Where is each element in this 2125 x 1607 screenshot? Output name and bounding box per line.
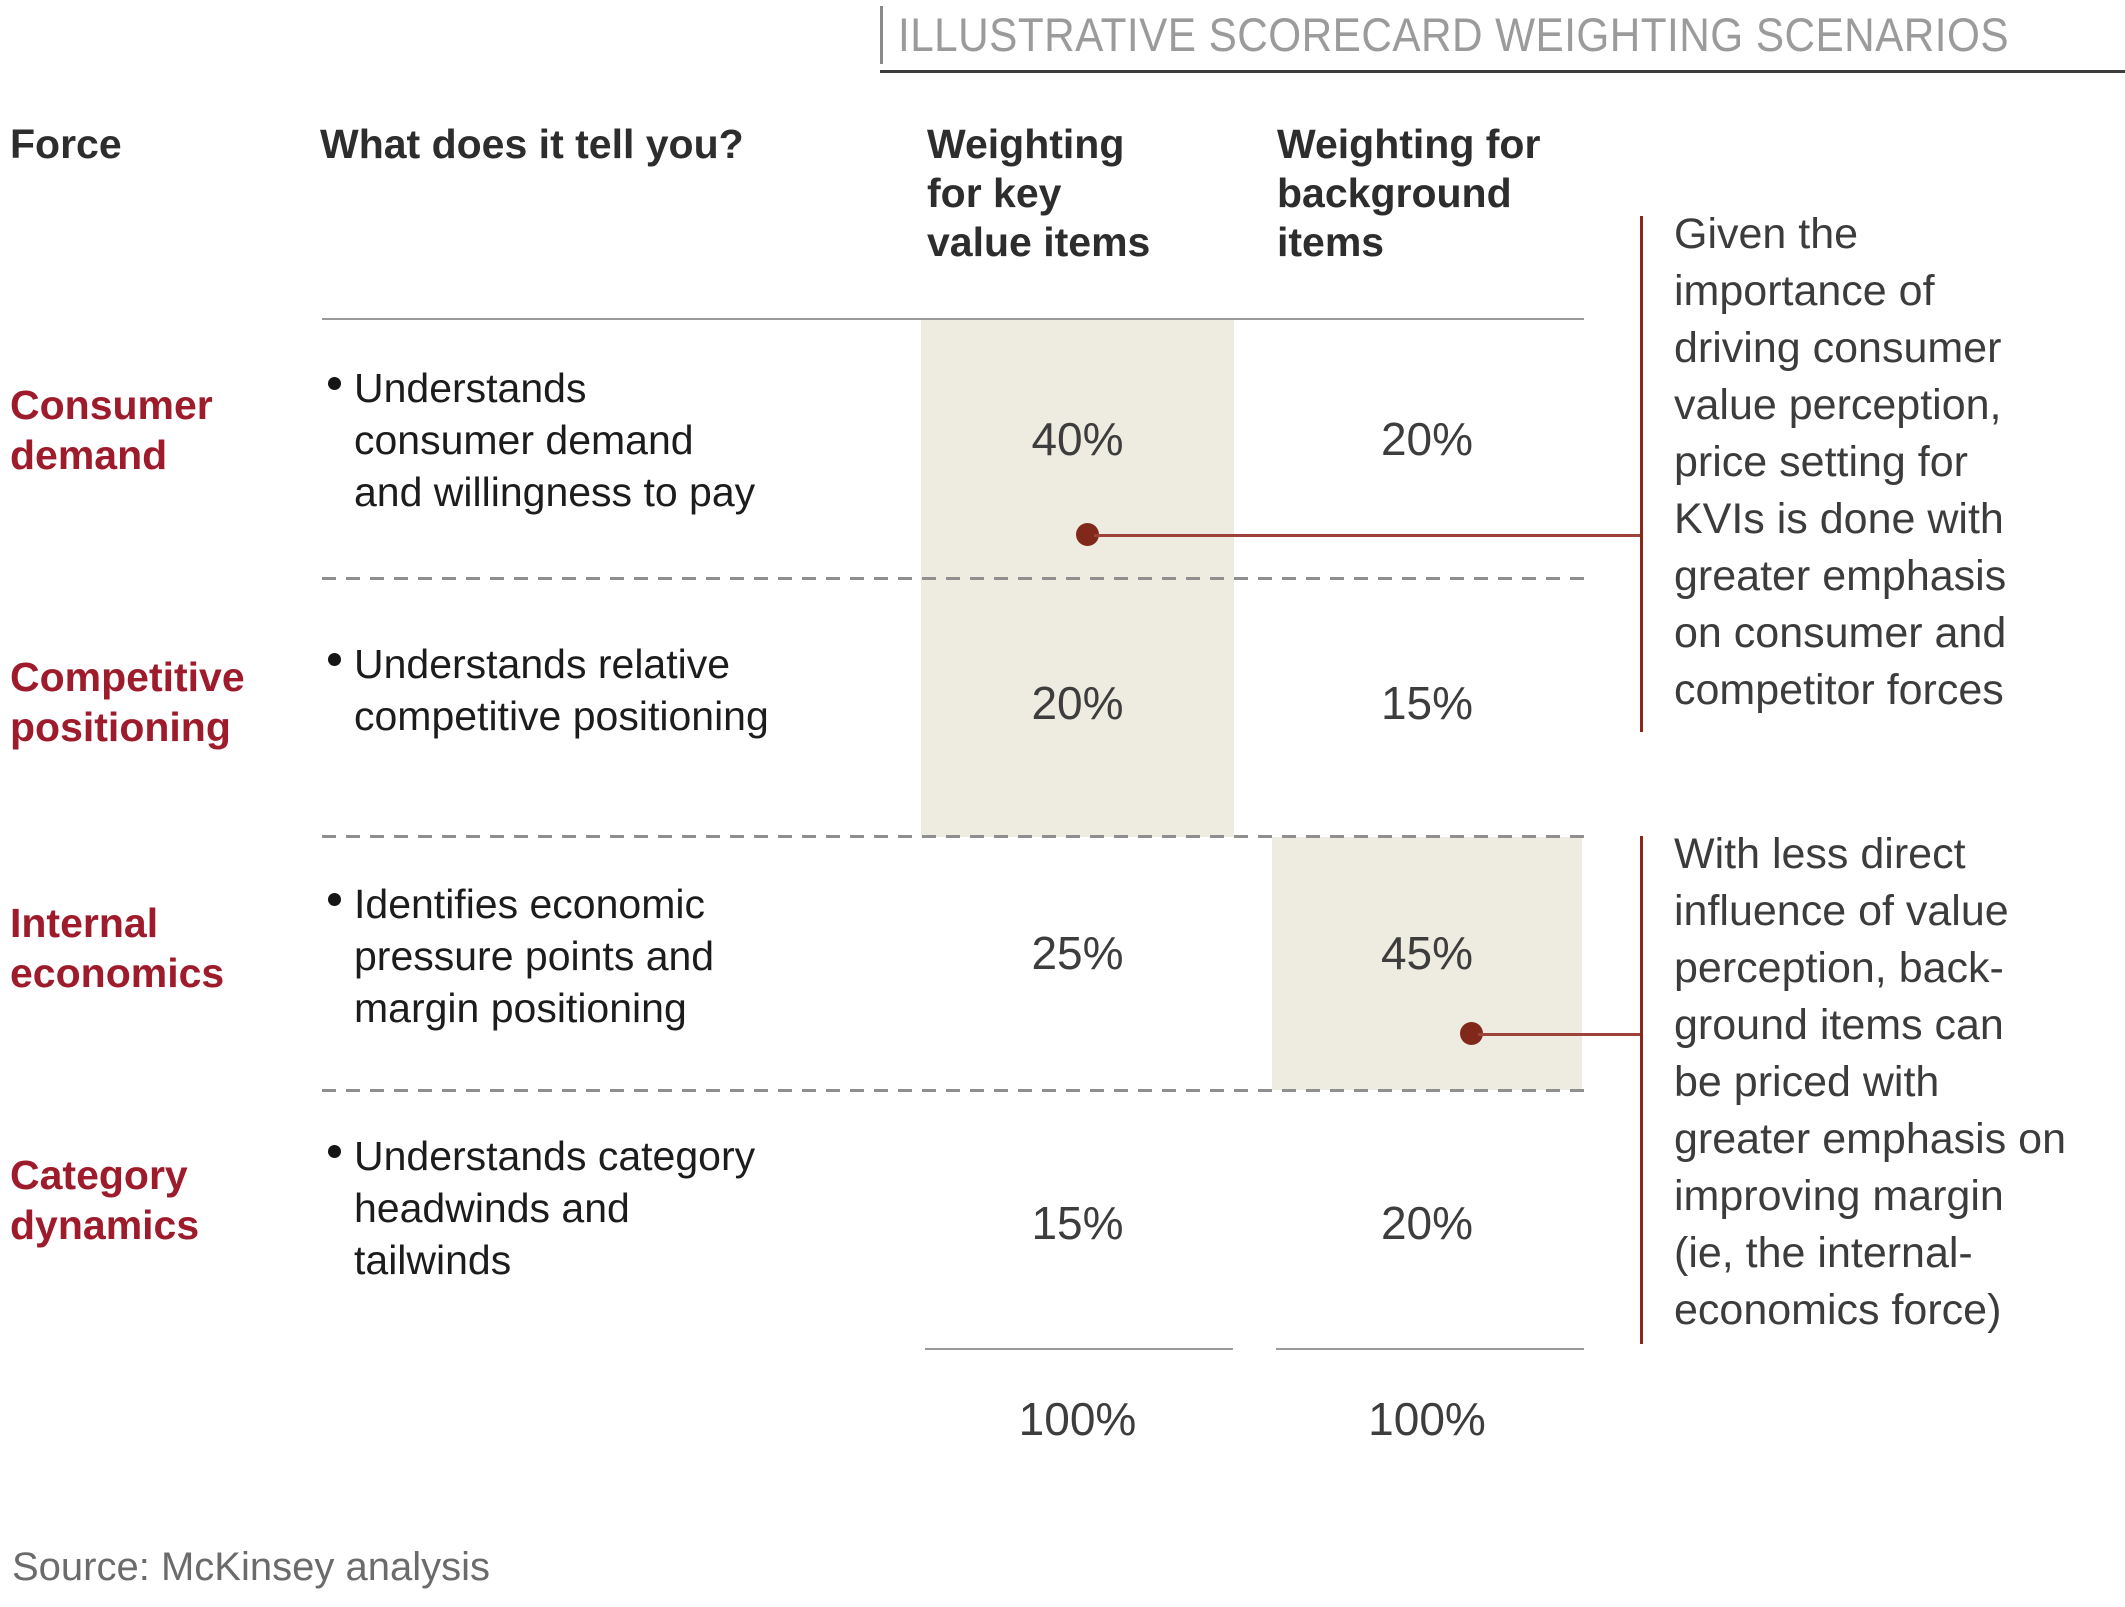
- force-label-consumer-demand: Consumer demand: [10, 382, 213, 478]
- kvi-total-value: 100%: [1018, 1393, 1137, 1445]
- totals-rule-background: [1276, 1348, 1584, 1350]
- callout-dot-background: [1460, 1022, 1483, 1045]
- annotation-rule: [1640, 216, 1643, 732]
- callout-line-background: [1478, 1033, 1640, 1036]
- force-label-competitive-positioning: Competitive positioning: [10, 654, 245, 750]
- background-weight-value: 20%: [1380, 413, 1474, 465]
- background-weight-value: 15%: [1380, 677, 1474, 729]
- source-note: Source: McKinsey analysis: [12, 1545, 490, 1589]
- background-total-value: 100%: [1368, 1393, 1486, 1445]
- kvi-weight-value: 15%: [1031, 1197, 1124, 1249]
- bullet-icon: [328, 893, 341, 906]
- totals-rule-kvi: [925, 1348, 1233, 1350]
- tag-left-bar: [880, 6, 883, 64]
- force-label-internal-economics: Internal economics: [10, 900, 225, 996]
- annotation-text-background: With less direct influence of value perc…: [1674, 830, 2066, 1334]
- row-separator: [322, 1089, 1584, 1092]
- row-separator: [322, 835, 1584, 838]
- bullet-icon: [328, 1145, 341, 1158]
- bullet-icon: [328, 653, 341, 666]
- row-description: Understands consumer demand and willingn…: [354, 365, 756, 515]
- column-header-force: Force: [10, 121, 122, 167]
- column-header-background-weighting: Weighting for background items: [1277, 121, 1541, 265]
- row-description: Understands category headwinds and tailw…: [354, 1133, 756, 1283]
- background-weight-value: 20%: [1380, 1197, 1474, 1249]
- annotation-text-kvi: Given the importance of driving consumer…: [1674, 210, 2007, 714]
- column-header-kvi-weighting: Weighting for key value items: [927, 121, 1151, 265]
- exhibit-tag-label: ILLUSTRATIVE SCORECARD WEIGHTING SCENARI…: [898, 8, 2010, 61]
- callout-line-kvi: [1094, 534, 1640, 537]
- annotation-rule: [1640, 836, 1643, 1344]
- force-label-category-dynamics: Category dynamics: [10, 1152, 200, 1248]
- background-weight-value: 45%: [1380, 927, 1474, 979]
- kvi-weight-value: 25%: [1031, 927, 1124, 979]
- highlight-band-background: [1272, 837, 1582, 1090]
- kvi-weight-value: 40%: [1031, 413, 1124, 465]
- row-separator: [322, 577, 1584, 580]
- bullet-icon: [328, 377, 341, 390]
- tag-underline-rule: [880, 70, 2125, 73]
- kvi-weight-value: 20%: [1031, 677, 1124, 729]
- header-rule: [322, 318, 1584, 320]
- callout-dot-kvi: [1076, 523, 1099, 546]
- column-header-description: What does it tell you?: [320, 121, 744, 167]
- row-description: Understands relative competitive positio…: [354, 641, 769, 739]
- row-description: Identifies economic pressure points and …: [354, 881, 715, 1031]
